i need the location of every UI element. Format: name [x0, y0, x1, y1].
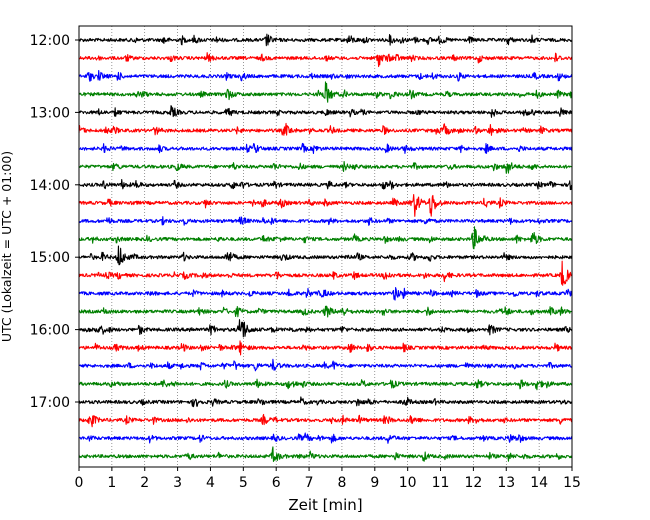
- trace-line: [78, 245, 573, 266]
- trace-line: [78, 193, 573, 217]
- trace-line: [78, 226, 573, 250]
- x-tick-label: 11: [432, 475, 450, 491]
- y-tick-label: 13:00: [30, 105, 70, 121]
- trace-line: [78, 432, 573, 444]
- y-tick-label: 14:00: [30, 178, 70, 194]
- trace-line: [78, 287, 573, 301]
- trace-line: [78, 358, 573, 372]
- trace-line: [78, 319, 573, 338]
- trace-line: [78, 396, 573, 408]
- trace-line: [78, 105, 573, 118]
- trace-line: [78, 161, 573, 174]
- x-tick-label: 14: [530, 475, 548, 491]
- x-tick-label: 4: [206, 475, 215, 491]
- x-tick-label: 10: [399, 475, 417, 491]
- trace-line: [78, 33, 573, 47]
- traces: [78, 33, 573, 462]
- x-tick-label: 1: [107, 475, 116, 491]
- trace-line: [78, 52, 573, 68]
- trace-line: [78, 122, 573, 136]
- trace-line: [78, 142, 573, 155]
- y-tick-label: 15:00: [30, 250, 70, 266]
- x-axis-label: Zeit [min]: [288, 496, 362, 514]
- x-tick-label: 8: [337, 475, 346, 491]
- trace-line: [78, 69, 573, 82]
- x-tick-label: 3: [173, 475, 182, 491]
- trace-line: [78, 81, 573, 103]
- trace-line: [78, 378, 573, 391]
- x-tick-label: 6: [272, 475, 281, 491]
- x-tick-label: 15: [563, 475, 581, 491]
- x-tick-label: 7: [305, 475, 314, 491]
- plot-frame: [78, 25, 573, 468]
- trace-line: [78, 179, 573, 191]
- y-axis: 12:00 13:00 14:00 15:00 16:00 17:00: [30, 33, 79, 411]
- y-tick-label: 17:00: [30, 395, 70, 411]
- y-tick-label: 16:00: [30, 323, 70, 339]
- trace-line: [78, 260, 573, 286]
- trace-line: [78, 446, 573, 462]
- x-tick-label: 9: [370, 475, 379, 491]
- x-tick-label: 2: [140, 475, 149, 491]
- x-axis: 0 1 2 3 4 5 6 7 8 9 10 11 12 13 14 15: [75, 467, 581, 491]
- trace-line: [78, 340, 573, 356]
- trace-line: [78, 216, 573, 226]
- x-tick-label: 12: [464, 475, 482, 491]
- y-tick-label: 12:00: [30, 33, 70, 49]
- x-tick-label: 5: [239, 475, 248, 491]
- trace-line: [78, 413, 573, 428]
- x-tick-label: 0: [75, 475, 84, 491]
- x-tick-label: 13: [497, 475, 515, 491]
- trace-line: [78, 305, 573, 318]
- y-axis-label: UTC (Lokalzeit = UTC + 01:00): [0, 151, 14, 342]
